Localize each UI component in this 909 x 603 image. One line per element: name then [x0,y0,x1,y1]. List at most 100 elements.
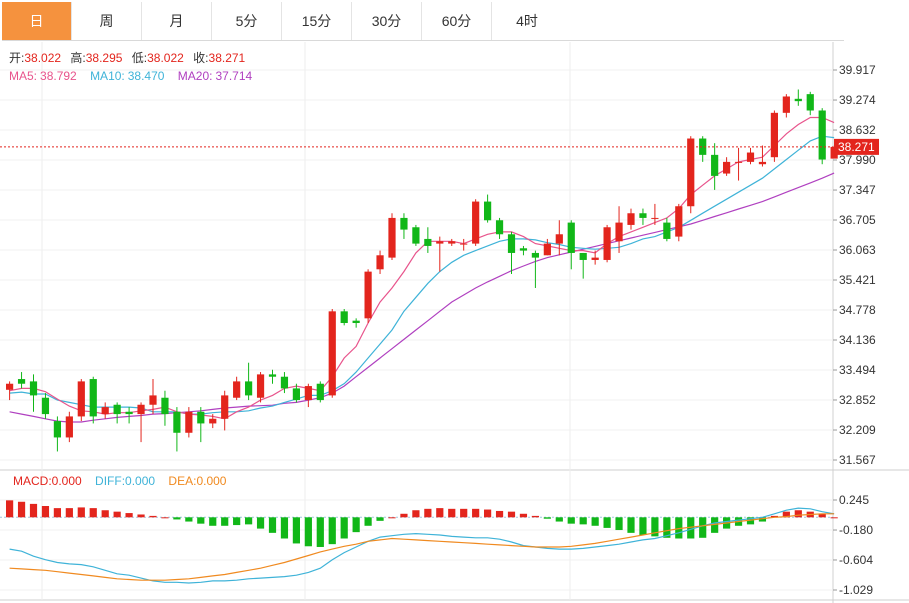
tab-5min[interactable]: 5分 [212,2,282,40]
candle [711,143,719,190]
candle-body [41,397,50,415]
candle [328,308,336,398]
candle [89,376,97,424]
price-tick-label: 39.274 [839,93,876,107]
candle-body [782,96,790,113]
candle [639,208,647,225]
candle-body [340,311,348,324]
price-tick-label: 34.136 [839,333,876,347]
macd-bar [364,517,372,526]
tab-30min[interactable]: 30分 [352,2,422,40]
candle [101,402,109,419]
candle-body [615,222,623,242]
macd-bar [113,511,121,518]
candle-body [161,397,169,415]
tab-month[interactable]: 月 [142,2,212,40]
candle-body [412,227,420,244]
candle [818,108,826,165]
tab-15min[interactable]: 15分 [282,2,352,40]
macd-bar [376,517,384,521]
candle [316,381,324,403]
macd-bar [268,517,277,533]
macd-bar [531,515,539,518]
candle-body [245,381,253,396]
candle [173,407,181,452]
candle-body [687,138,695,207]
candle [77,379,85,422]
candle-body [663,222,671,239]
candle [746,147,755,165]
candle-body [29,381,38,396]
macd-bar [746,517,755,525]
price-tick-label: 39.917 [839,63,876,77]
macd-bar [17,501,26,518]
macd-bar [555,517,563,522]
macd-bar [507,511,516,518]
current-price-tag: 38.271 [838,140,875,154]
candle [41,393,50,419]
macd-bar [388,517,396,519]
price-tick-label: 36.705 [839,213,876,227]
price-tick-label: 36.063 [839,243,876,257]
candle [591,250,599,265]
candle-body [603,227,611,260]
macd-readout: MACD:0.000 DIFF:0.000 DEA:0.000 [13,474,227,488]
macd-bar [209,517,217,526]
price-tick-label: 37.347 [839,183,876,197]
tab-week[interactable]: 周 [72,2,142,40]
candle-body [436,241,444,244]
candle [412,224,420,246]
candle-body [495,220,504,235]
macd-bar [567,517,575,524]
candle [531,250,539,288]
macd-bar [794,510,802,518]
moving-average-lines [9,116,835,423]
macd-bar [53,508,61,518]
ohlc-readout: 开:38.022 高:38.295 低:38.022 收:38.271 [9,50,246,65]
candle [113,402,121,424]
candle-body [758,161,767,165]
macd-bar [603,517,611,528]
candle [185,407,193,438]
price-tick-label: 31.567 [839,453,876,467]
macd-lines [9,507,835,584]
candle-body [173,411,181,433]
tab-day[interactable]: 日 [2,2,72,40]
candle [519,245,528,256]
macd-bar [495,510,504,518]
candle-body [137,404,145,415]
price-tick-label: 37.990 [839,153,876,167]
macd-bar [770,515,778,518]
candle-body [149,395,157,405]
candle [29,374,38,412]
macd-bar [627,517,635,533]
macd-axis: 0.245 -0.180 -0.604 -1.029 [833,493,873,597]
tab-4hour[interactable]: 4时 [516,13,538,29]
candle [794,89,802,106]
macd-bar [484,509,492,518]
candle [484,194,492,223]
ma-readout: MA5: 38.792 MA10: 38.470 MA20: 37.714 [9,69,253,83]
candle [424,227,432,253]
candle-body [591,257,599,260]
candle [782,94,790,118]
price-axis: 39.917 39.274 38.632 37.990 37.347 36.705 36.0… [833,63,876,467]
macd-bar [6,500,14,518]
candle [364,269,372,324]
candle [806,91,814,116]
macd-tick-label: -0.604 [839,553,873,567]
candle-body [364,271,372,319]
macd-bar [245,517,253,525]
candle [651,203,659,225]
candle-body [316,383,324,401]
candle [137,402,145,443]
tab-60min[interactable]: 60分 [422,2,492,40]
macd-bar [460,508,468,518]
macd-bar [280,517,289,539]
macd-bar [687,517,695,539]
macd-bar [436,508,444,518]
candle [460,238,468,251]
price-tick-label: 35.421 [839,273,876,287]
candle [6,381,14,401]
